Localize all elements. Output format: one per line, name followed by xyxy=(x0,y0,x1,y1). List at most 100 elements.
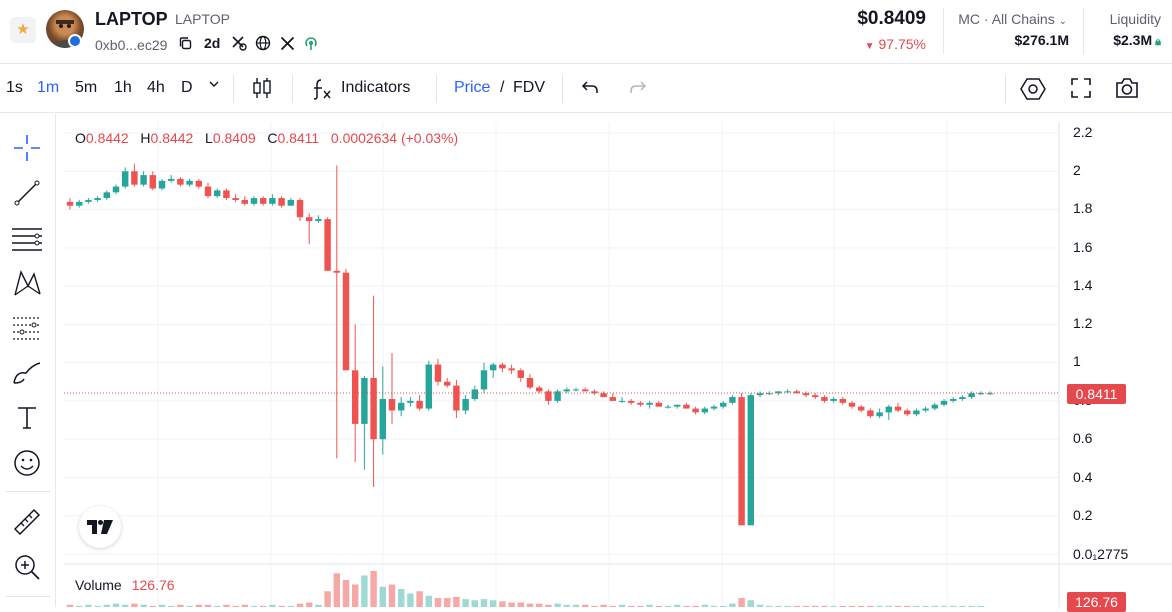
camera-icon[interactable] xyxy=(1114,76,1140,105)
candle-body xyxy=(710,406,718,409)
volume-bar xyxy=(296,603,304,607)
volume-bar xyxy=(811,605,819,607)
candle-body xyxy=(342,272,350,371)
indicators-fx-icon[interactable] xyxy=(311,77,333,106)
volume-bar xyxy=(287,605,295,607)
header-divider xyxy=(943,8,944,54)
volume-bar xyxy=(793,605,801,607)
volume-bar xyxy=(167,605,175,607)
settings-hexagon-icon[interactable] xyxy=(1020,76,1046,107)
market-cap-selector[interactable]: MC · All Chains ⌄ xyxy=(958,11,1067,27)
candlestick-type-icon[interactable] xyxy=(252,76,272,105)
chart-toolbar: 1s 1m 5m 1h 4h D Indicators Price / FDV xyxy=(0,65,1172,113)
candle-body xyxy=(581,389,589,392)
fib-tool-icon[interactable] xyxy=(11,312,43,344)
zoom-in-icon[interactable] xyxy=(11,551,43,583)
candle-body xyxy=(802,393,810,396)
volume-bar xyxy=(572,604,580,607)
candle-body xyxy=(655,402,663,407)
drawing-toolbar-divider xyxy=(6,596,50,597)
volume-bar xyxy=(563,604,571,607)
volume-bar xyxy=(775,605,782,607)
candle-body xyxy=(121,171,129,187)
volume-bar xyxy=(361,575,368,607)
candle-body xyxy=(572,389,580,391)
candle-body xyxy=(453,385,460,411)
interval-dropdown-chevron-icon[interactable] xyxy=(207,77,221,96)
candle-body xyxy=(388,398,396,411)
candle-body xyxy=(867,410,874,417)
candle-body xyxy=(361,377,368,424)
candlesticks xyxy=(66,163,994,526)
candle-body xyxy=(140,175,147,185)
interval-1m[interactable]: 1m xyxy=(37,79,60,96)
y-axis-tick: 1.6 xyxy=(1073,239,1093,255)
volume-bar xyxy=(324,591,331,607)
toolbar-divider xyxy=(562,75,563,103)
volume-bar xyxy=(913,605,920,607)
candle-body xyxy=(545,391,552,401)
candle-body xyxy=(903,410,911,415)
volume-bars xyxy=(66,571,985,607)
candle-body xyxy=(738,397,745,526)
high-value: 0.8442 xyxy=(150,130,194,146)
ruler-icon[interactable] xyxy=(11,506,43,538)
drawing-toolbar-divider xyxy=(6,491,50,492)
star-icon[interactable]: ★ xyxy=(10,17,36,43)
indicators-button[interactable]: Indicators xyxy=(341,79,411,96)
candle-body xyxy=(480,370,488,390)
interval-1s[interactable]: 1s xyxy=(6,79,23,96)
candle-body xyxy=(784,391,791,393)
candle-body xyxy=(75,201,83,206)
horizontal-lines-icon[interactable] xyxy=(11,222,43,254)
candle-body xyxy=(351,370,359,424)
volume-bar xyxy=(940,605,948,607)
candle-body xyxy=(508,368,515,371)
volume-bar xyxy=(683,605,690,607)
volume-bar xyxy=(756,604,764,607)
interval-5m[interactable]: 5m xyxy=(75,79,98,96)
volume-bar xyxy=(545,604,552,607)
candle-body xyxy=(959,397,966,399)
tradingview-logo[interactable] xyxy=(79,506,121,548)
volume-bar xyxy=(857,605,865,607)
candle-body xyxy=(701,408,709,413)
crosshair-icon[interactable] xyxy=(11,132,43,164)
trend-line-icon[interactable] xyxy=(11,177,43,209)
x-twitter-icon[interactable] xyxy=(278,34,296,52)
fullscreen-icon[interactable] xyxy=(1070,77,1092,104)
interval-4h[interactable]: 4h xyxy=(147,79,165,96)
volume-bar xyxy=(554,603,561,607)
volume-bar xyxy=(94,605,101,607)
volume-bar xyxy=(112,603,120,607)
text-tool-icon[interactable] xyxy=(11,402,43,434)
interval-d[interactable]: D xyxy=(181,79,193,96)
signal-icon[interactable] xyxy=(302,34,320,52)
undo-icon[interactable] xyxy=(580,78,600,103)
price-toggle[interactable]: Price xyxy=(454,79,491,96)
token-symbol: LAPTOP xyxy=(95,9,168,29)
volume-bar xyxy=(186,605,193,607)
candle-body xyxy=(664,406,672,408)
redo-icon[interactable] xyxy=(628,78,648,103)
candle-body xyxy=(775,391,782,394)
price-chart[interactable] xyxy=(64,122,1172,607)
volume-bar xyxy=(692,605,699,607)
emoji-icon[interactable] xyxy=(11,447,43,479)
candle-body xyxy=(876,412,883,417)
candle-body xyxy=(370,377,377,440)
copy-icon[interactable] xyxy=(176,34,194,52)
token-header: ★ LAPTOP LAPTOP 0xb0...ec29 2d $0.8409 ▼… xyxy=(0,0,1172,64)
brush-icon[interactable] xyxy=(11,357,43,389)
open-value: 0.8442 xyxy=(85,130,129,146)
chart-grid xyxy=(64,122,1059,607)
volume-bar xyxy=(729,603,736,607)
interval-1h[interactable]: 1h xyxy=(114,79,132,96)
fdv-toggle[interactable]: FDV xyxy=(513,79,545,96)
volume-bar xyxy=(489,600,497,607)
globe-icon[interactable] xyxy=(254,34,272,52)
pattern-tool-icon[interactable] xyxy=(11,267,43,299)
search-x-icon[interactable] xyxy=(230,34,248,52)
token-address[interactable]: 0xb0...ec29 xyxy=(95,37,168,53)
volume-bar xyxy=(195,604,203,607)
